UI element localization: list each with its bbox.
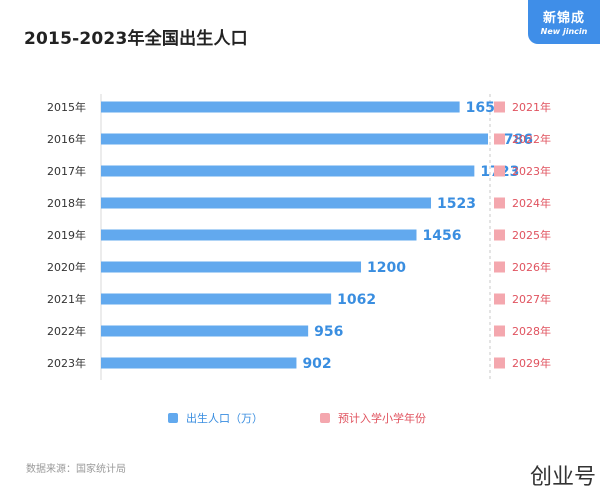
value-label: 902	[302, 356, 331, 372]
bar	[101, 357, 297, 369]
school-year-marker	[494, 261, 505, 273]
category-label: 2020年	[47, 260, 86, 274]
school-year-label: 2028年	[512, 324, 551, 338]
category-label: 2022年	[47, 324, 86, 338]
brand-logo: 新锦成 New jincin	[528, 0, 600, 44]
data-source: 数据来源：国家统计局	[26, 464, 126, 475]
value-label: 956	[314, 324, 343, 340]
category-label: 2018年	[47, 196, 86, 210]
value-label: 1200	[367, 260, 406, 276]
bar	[101, 261, 362, 273]
category-label: 2017年	[47, 164, 86, 178]
legend-label-school: 预计入学小学年份	[338, 411, 426, 425]
school-year-label: 2022年	[512, 132, 551, 146]
school-year-marker	[494, 325, 505, 337]
school-year-label: 2026年	[512, 260, 551, 274]
school-year-label: 2023年	[512, 164, 551, 178]
school-year-label: 2029年	[512, 356, 551, 370]
legend-label-births: 出生人口（万）	[186, 411, 263, 425]
school-year-label: 2025年	[512, 228, 551, 242]
value-label: 1062	[337, 292, 376, 308]
school-year-label: 2021年	[512, 100, 551, 114]
bar	[101, 293, 332, 305]
bar-chart: 2015年16552021年2016年17862022年2017年1723202…	[47, 94, 551, 425]
school-year-marker	[494, 101, 505, 113]
bar	[101, 325, 309, 337]
school-year-label: 2024年	[512, 196, 551, 210]
school-year-marker	[494, 293, 505, 305]
brand-subtitle: New jincin	[540, 27, 588, 36]
bar	[101, 197, 432, 209]
legend-swatch-school	[320, 413, 330, 423]
bar	[101, 229, 417, 241]
school-year-marker	[494, 165, 505, 177]
category-label: 2019年	[47, 228, 86, 242]
value-label: 1456	[422, 228, 461, 244]
value-label: 1523	[437, 196, 476, 212]
chart-title: 2015-2023年全国出生人口	[24, 29, 248, 49]
bar	[101, 165, 475, 177]
category-label: 2023年	[47, 356, 86, 370]
category-label: 2016年	[47, 132, 86, 146]
watermark: 创业号	[529, 465, 596, 490]
school-year-marker	[494, 197, 505, 209]
school-year-marker	[494, 133, 505, 145]
category-label: 2021年	[47, 292, 86, 306]
category-label: 2015年	[47, 100, 86, 114]
school-year-marker	[494, 357, 505, 369]
bar	[101, 101, 460, 113]
legend-swatch-births	[168, 413, 178, 423]
brand-name: 新锦成	[542, 11, 585, 26]
bar	[101, 133, 488, 145]
school-year-label: 2027年	[512, 292, 551, 306]
school-year-marker	[494, 229, 505, 241]
